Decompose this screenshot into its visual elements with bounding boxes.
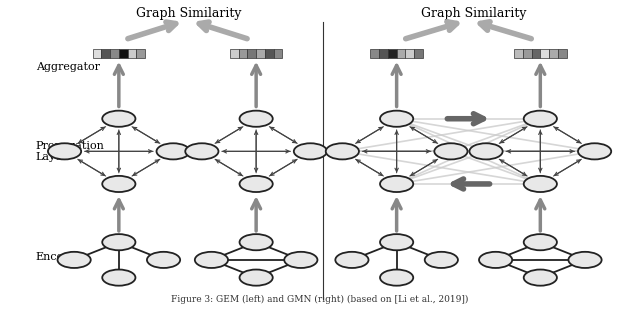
Ellipse shape [102, 270, 136, 286]
Bar [230, 49, 239, 58]
Text: Aggregator: Aggregator [36, 62, 100, 72]
Ellipse shape [102, 234, 136, 250]
Bar [93, 49, 101, 58]
Bar [371, 49, 379, 58]
Bar [558, 49, 566, 58]
Ellipse shape [185, 143, 218, 159]
Ellipse shape [48, 143, 81, 159]
Text: Figure 3: GEM (left) and GMN (right) (based on [Li et al., 2019]): Figure 3: GEM (left) and GMN (right) (ba… [172, 295, 468, 304]
Ellipse shape [578, 143, 611, 159]
Text: Encoder: Encoder [36, 252, 83, 262]
Ellipse shape [284, 252, 317, 268]
Ellipse shape [524, 234, 557, 250]
Bar [540, 49, 549, 58]
Bar [388, 49, 397, 58]
Bar [414, 49, 423, 58]
Ellipse shape [195, 252, 228, 268]
Bar [248, 49, 256, 58]
Bar [265, 49, 273, 58]
Bar [127, 49, 136, 58]
Ellipse shape [239, 234, 273, 250]
Ellipse shape [326, 143, 359, 159]
Text: Graph Similarity: Graph Similarity [136, 7, 242, 20]
Ellipse shape [380, 176, 413, 192]
Ellipse shape [380, 270, 413, 286]
Ellipse shape [58, 252, 91, 268]
Bar [119, 49, 127, 58]
Bar [549, 49, 558, 58]
Text: Graph Similarity: Graph Similarity [420, 7, 526, 20]
Ellipse shape [469, 143, 502, 159]
Ellipse shape [157, 143, 189, 159]
Ellipse shape [479, 252, 512, 268]
Bar [101, 49, 110, 58]
Ellipse shape [425, 252, 458, 268]
Text: Propagation
Layer: Propagation Layer [36, 140, 105, 162]
Bar [523, 49, 532, 58]
Ellipse shape [435, 143, 467, 159]
Ellipse shape [239, 176, 273, 192]
Ellipse shape [380, 234, 413, 250]
Ellipse shape [102, 111, 136, 127]
Bar [256, 49, 265, 58]
Ellipse shape [294, 143, 327, 159]
Ellipse shape [239, 111, 273, 127]
Bar [532, 49, 540, 58]
Bar [379, 49, 388, 58]
Bar [514, 49, 523, 58]
Ellipse shape [568, 252, 602, 268]
Ellipse shape [102, 176, 136, 192]
Ellipse shape [239, 270, 273, 286]
Ellipse shape [524, 176, 557, 192]
Ellipse shape [147, 252, 180, 268]
Ellipse shape [335, 252, 369, 268]
Bar [239, 49, 248, 58]
Bar [405, 49, 414, 58]
Ellipse shape [524, 270, 557, 286]
Ellipse shape [524, 111, 557, 127]
Bar [110, 49, 119, 58]
Bar [136, 49, 145, 58]
Bar [397, 49, 405, 58]
Ellipse shape [380, 111, 413, 127]
Bar [273, 49, 282, 58]
